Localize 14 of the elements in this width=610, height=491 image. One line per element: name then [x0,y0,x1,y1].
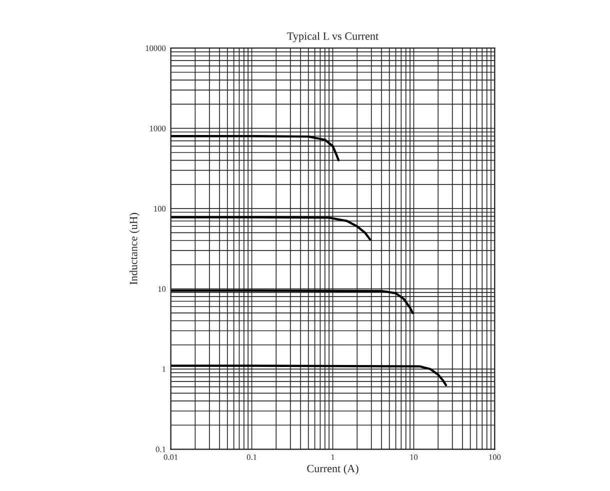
x-axis-title: Current (A) [307,464,358,475]
y-tick-label: 1000 [150,126,166,132]
x-tick-label: 0.1 [246,454,256,460]
y-tick-label: 0.1 [156,446,166,452]
y-tick-label: 10 [158,286,166,292]
y-tick-label: 10000 [146,45,166,52]
x-tick-label: 10 [410,454,418,460]
y-axis-title: Inductance (uH) [129,212,140,285]
x-tick-label: 0.01 [164,454,178,460]
x-tick-label: 1 [331,454,334,460]
y-tick-label: 1 [162,366,166,372]
x-tick-label: 100 [489,454,501,460]
y-tick-label: 100 [154,206,166,212]
chart-title: Typical L vs Current [287,32,379,42]
